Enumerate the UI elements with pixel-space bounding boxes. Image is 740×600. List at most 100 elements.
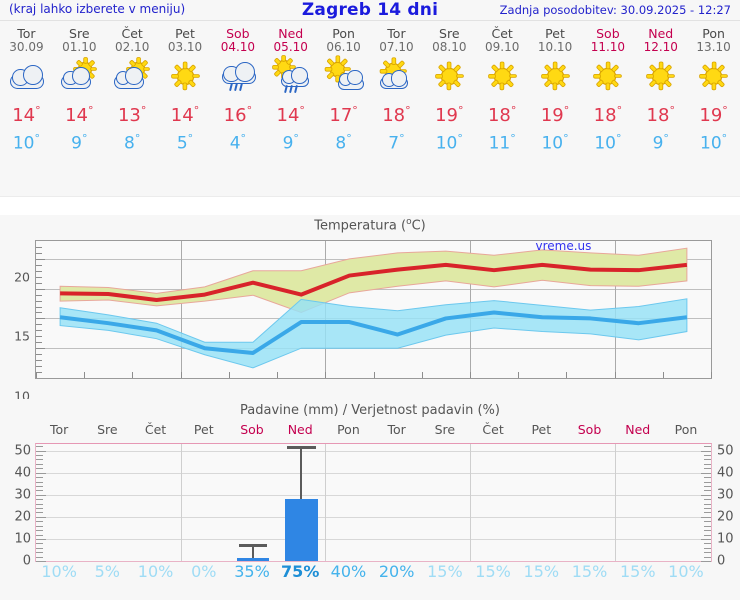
x-gridline	[614, 444, 616, 561]
y-minor-tick	[36, 366, 42, 368]
y-minor-tick	[36, 508, 43, 510]
y-axis-label-left: 50	[14, 443, 31, 459]
precipitation-probability: 75%	[281, 562, 320, 581]
watermark: vreme.us	[535, 239, 592, 253]
y-axis-label-right: 0	[717, 553, 726, 569]
sun-ray	[506, 65, 513, 72]
sun-disc	[706, 68, 722, 84]
y-axis-label-right: 20	[717, 509, 734, 525]
y-gridline	[36, 472, 711, 474]
day-column[interactable]: Pon 13.10 19° 10°	[687, 21, 740, 196]
cloud-puff	[347, 70, 363, 86]
min-temperature: 10°	[435, 132, 463, 154]
rain-icon	[218, 59, 258, 95]
day-name: Sre	[439, 26, 460, 41]
precipitation-probability: 15%	[475, 562, 511, 581]
day-column[interactable]: Čet 09.10 18° 11°	[476, 21, 529, 196]
sun-ray	[341, 59, 348, 66]
y-minor-tick	[36, 336, 42, 338]
sun-ray	[183, 62, 187, 69]
degree-symbol: °	[722, 104, 728, 117]
sun-ray	[488, 74, 495, 78]
sunny-icon	[535, 59, 575, 95]
day-name: Čet	[491, 26, 513, 41]
precipitation-probability: 40%	[330, 562, 367, 581]
sun-ray	[83, 57, 87, 63]
min-temperature: 8°	[123, 132, 141, 154]
cloud-puff	[125, 67, 143, 85]
temp-unit-sup: o	[406, 217, 412, 227]
degree-symbol: °	[616, 104, 623, 117]
y-minor-tick	[36, 294, 42, 296]
precipitation-day-label: Pet	[531, 422, 552, 437]
day-column[interactable]: Sre 08.10 19° 10°	[423, 21, 476, 196]
x-tick	[373, 372, 375, 378]
precipitation-bar[interactable]	[236, 558, 270, 561]
day-column[interactable]: Sre 01.10 14° 9°	[53, 21, 106, 196]
x-tick	[325, 372, 327, 378]
sun-ray	[559, 65, 566, 72]
x-tick	[36, 372, 37, 378]
degree-symbol: °	[87, 104, 94, 117]
y-minor-tick-right	[704, 446, 711, 448]
precipitation-day-label: Ned	[287, 422, 313, 437]
precipitation-chart-title: Padavine (mm) / Verjetnost padavin (%)	[240, 403, 500, 418]
day-column[interactable]: Pet 10.10 19° 10°	[529, 21, 582, 196]
sun-ray	[700, 74, 707, 78]
day-column[interactable]: Ned 12.10 18° 9°	[634, 21, 687, 196]
degree-symbol: °	[615, 132, 622, 145]
last-updated: Zadnja posodobitev: 30.09.2025 - 12:27	[499, 3, 731, 17]
sun-ray	[612, 80, 619, 87]
sun-ray	[129, 60, 135, 66]
y-gridline	[36, 538, 711, 540]
day-name: Sob	[596, 26, 620, 41]
strip-divider	[0, 196, 740, 197]
precipitation-probability: 20%	[378, 562, 415, 581]
day-column[interactable]: Ned 05.10 14° 9°	[264, 21, 317, 196]
day-column[interactable]: Tor 30.09 14° 10°	[0, 21, 53, 196]
y-gridline	[36, 450, 711, 452]
sun-ray	[665, 80, 672, 87]
precipitation-day-label: Tor	[49, 422, 69, 437]
max-temperature: 19°	[699, 104, 728, 126]
precipitation-bar[interactable]	[284, 499, 318, 561]
whisker-cap	[238, 544, 268, 547]
day-column[interactable]: Sob 11.10 18° 10°	[581, 21, 634, 196]
day-column[interactable]: Pon 06.10 17° 8°	[317, 21, 370, 196]
y-minor-tick	[36, 543, 43, 545]
day-columns: Tor 30.09 14° 10° Sre 01.10 14° 9° Čet 02.10 13° 8°…	[0, 21, 740, 196]
day-column[interactable]: Pet 03.10 14° 5°	[159, 21, 212, 196]
x-tick	[566, 372, 568, 378]
sun-ray	[606, 62, 610, 69]
sun-ray	[141, 60, 147, 66]
y-minor-tick-right	[704, 477, 711, 479]
y-minor-tick	[36, 312, 42, 314]
cloud-puff	[234, 62, 255, 82]
partly-sunny-icon	[59, 57, 99, 95]
max-temperature: 16°	[223, 104, 253, 126]
sun-ray	[668, 74, 675, 78]
x-tick	[180, 372, 182, 378]
sun-ray	[272, 65, 278, 69]
max-temperature: 17°	[329, 104, 358, 126]
day-column[interactable]: Čet 02.10 13° 8°	[106, 21, 159, 196]
sun-ray	[659, 83, 663, 90]
day-column[interactable]: Sob 04.10 16° 4°	[211, 21, 264, 196]
rain-drop	[228, 82, 233, 92]
temp-title-text: Temperatura (	[314, 218, 407, 234]
sun-disc	[331, 62, 345, 76]
degree-symbol: °	[721, 132, 728, 145]
precipitation-day-label: Pet	[193, 422, 214, 437]
y-minor-tick	[36, 494, 46, 496]
degree-symbol: °	[293, 132, 299, 145]
day-name: Tor	[387, 26, 406, 41]
y-minor-tick	[36, 264, 42, 266]
degree-symbol: °	[563, 132, 569, 145]
sun-ray	[144, 67, 150, 71]
y-minor-tick-right	[704, 512, 711, 514]
cloudy-icon	[6, 59, 46, 95]
y-minor-tick	[36, 481, 43, 483]
y-minor-tick-right	[704, 543, 711, 545]
y-minor-tick	[36, 246, 42, 248]
day-column[interactable]: Tor 07.10 18° 7°	[370, 21, 423, 196]
